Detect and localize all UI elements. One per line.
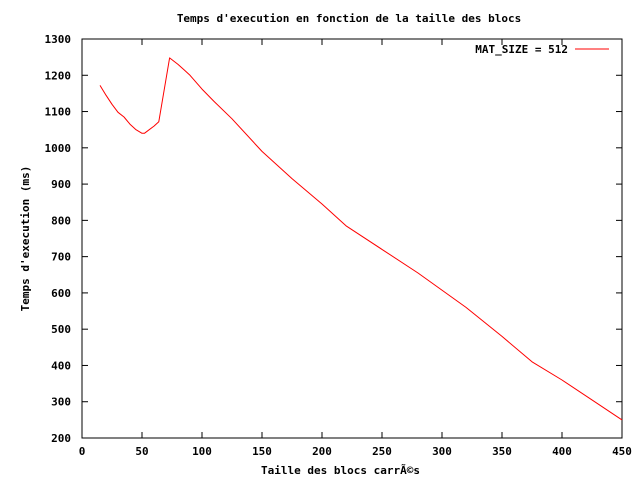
- x-tick-label: 450: [612, 445, 632, 458]
- y-tick-label: 400: [51, 359, 71, 372]
- y-tick-label: 900: [51, 178, 71, 191]
- x-tick-label: 0: [79, 445, 86, 458]
- chart-title: Temps d'execution en fonction de la tail…: [177, 12, 521, 25]
- x-tick-label: 200: [312, 445, 332, 458]
- x-tick-label: 300: [432, 445, 452, 458]
- x-tick-label: 250: [372, 445, 392, 458]
- x-tick-label: 150: [252, 445, 272, 458]
- series-layer: [100, 58, 622, 420]
- x-axis-label: Taille des blocs carrÃ©s: [261, 464, 420, 477]
- y-tick-label: 500: [51, 323, 71, 336]
- y-tick-label: 1200: [45, 69, 72, 82]
- y-axis-ticks: 200 300 400 500 600 700 800 900 1000 1100 1200 1300: [45, 33, 623, 445]
- x-tick-label: 50: [135, 445, 148, 458]
- x-tick-label: 400: [552, 445, 572, 458]
- y-tick-label: 800: [51, 214, 71, 227]
- legend-label: MAT_SIZE = 512: [475, 43, 568, 56]
- y-tick-label: 700: [51, 251, 71, 264]
- series-line: [100, 58, 622, 420]
- legend: MAT_SIZE = 512: [475, 43, 609, 56]
- y-tick-label: 600: [51, 287, 71, 300]
- y-tick-label: 1000: [45, 142, 72, 155]
- y-tick-label: 300: [51, 396, 71, 409]
- x-tick-label: 100: [192, 445, 212, 458]
- y-tick-label: 1300: [45, 33, 72, 46]
- x-tick-label: 350: [492, 445, 512, 458]
- y-tick-label: 200: [51, 432, 71, 445]
- y-axis-label: Temps d'execution (ms): [19, 166, 32, 312]
- y-tick-label: 1100: [45, 106, 72, 119]
